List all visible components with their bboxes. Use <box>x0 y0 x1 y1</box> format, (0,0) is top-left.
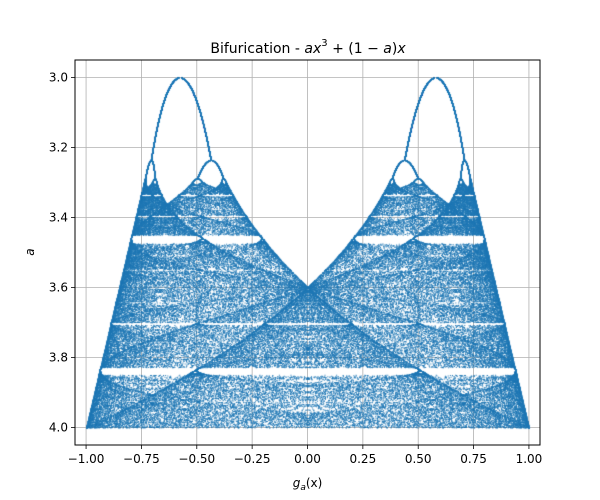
x-tick-label: −0.25 <box>234 452 271 466</box>
chart-title-x1: x <box>312 41 322 57</box>
bifurcation-point-cloud <box>75 60 540 445</box>
chart-title-prefix: Bifurication - <box>210 41 304 57</box>
y-tick-label: 3.6 <box>49 281 68 295</box>
x-tick-label: 0.25 <box>349 452 376 466</box>
chart-title-a1: a <box>304 41 313 57</box>
x-tick-label: −0.75 <box>123 452 160 466</box>
y-axis-ticks: 3.0 3.2 3.4 3.6 3.8 4.0 <box>49 71 75 435</box>
chart-title-a2: a <box>383 41 392 57</box>
chart-title-mid: + (1 − <box>328 41 384 57</box>
chart-title-x2: x <box>396 41 406 57</box>
chart-title-exponent: 3 <box>321 38 327 49</box>
x-tick-label: −1.00 <box>68 452 105 466</box>
chart-title: Bifurication - ax3 + (1 − a)x <box>210 38 406 57</box>
y-tick-label: 3.2 <box>49 141 68 155</box>
x-axis-label: ga(x) <box>293 476 323 493</box>
bifurcation-points <box>75 60 540 445</box>
x-axis-label-main: g <box>293 476 301 490</box>
x-axis-label-sub: a <box>300 483 306 493</box>
chart-title-close: ) <box>392 41 397 57</box>
y-axis-label: a <box>23 248 37 255</box>
x-axis-label-rest: (x) <box>306 476 322 490</box>
y-tick-label: 3.8 <box>49 351 68 365</box>
x-tick-label: −0.50 <box>178 452 215 466</box>
x-tick-label: 1.00 <box>516 452 543 466</box>
y-tick-label: 4.0 <box>49 421 68 435</box>
x-tick-label: 0.00 <box>294 452 321 466</box>
y-tick-label: 3.0 <box>49 71 68 85</box>
y-tick-label: 3.4 <box>49 211 68 225</box>
x-axis-ticks: −1.00 −0.75 −0.50 −0.25 0.00 0.25 0.50 0.75 1.00 <box>68 445 543 466</box>
x-tick-label: 0.75 <box>460 452 487 466</box>
x-tick-label: 0.50 <box>405 452 432 466</box>
